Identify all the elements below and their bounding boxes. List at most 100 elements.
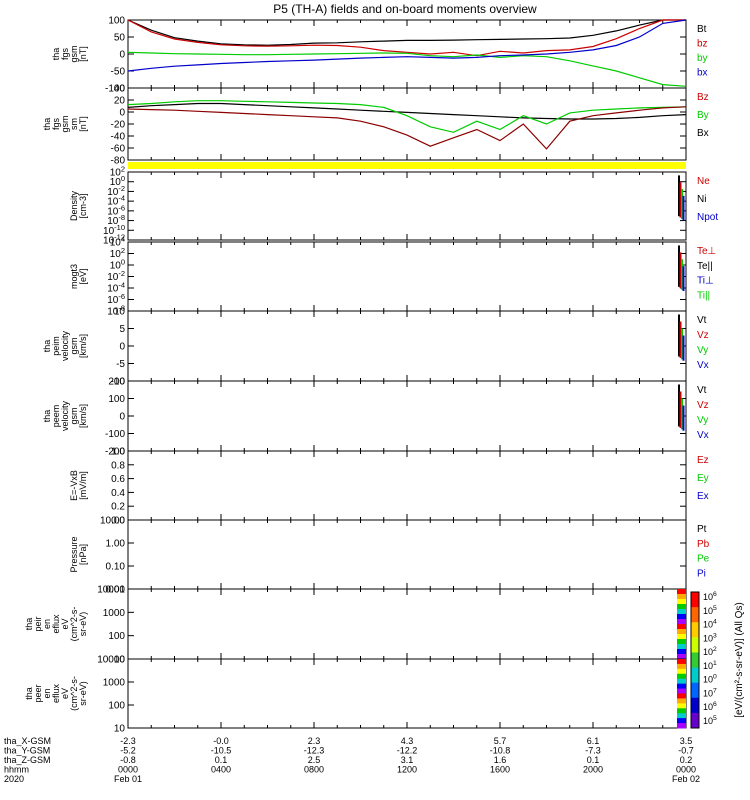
colorbar-frame <box>690 591 700 729</box>
y-tick-label: 1.00 <box>106 539 126 550</box>
y-axis-label: eflux <box>51 683 61 703</box>
legend-entry: Pi <box>697 568 706 579</box>
y-axis-label: [nT] <box>78 116 88 132</box>
edge-data-mark <box>679 391 682 428</box>
x-axis-value: 2.5 <box>308 755 321 765</box>
y-axis-label: tha <box>51 48 61 61</box>
edge-data-mark <box>678 314 680 357</box>
colorbar-segment <box>691 637 699 653</box>
x-axis-value: -2.3 <box>120 736 136 746</box>
spectrogram-cell <box>677 644 686 650</box>
panel-frame <box>127 241 687 312</box>
y-tick-label: -40 <box>111 132 126 143</box>
y-tick-label-exponent: -6 <box>118 292 125 301</box>
colorbar-tick-label: 101 <box>703 660 717 671</box>
spectrogram-cell <box>677 708 686 714</box>
y-axis-label: E=-VxB <box>69 470 79 501</box>
edge-data-mark <box>681 328 683 360</box>
series-Bz <box>127 106 687 150</box>
colorbar-tick-label: 106 <box>703 591 717 602</box>
y-axis-label: Pressure <box>69 536 79 572</box>
spectrogram-cell <box>677 693 686 699</box>
x-axis-value: 1200 <box>397 765 417 775</box>
panel-pressure: 10.00 1.00 0.10 0.01 Pressure [nPa] Pt Pb Pe Pi <box>69 516 710 596</box>
x-axis-value: 0.2 <box>680 755 693 765</box>
y-tick-label: 200 <box>108 377 125 388</box>
spectrogram-cell <box>677 599 686 605</box>
y-tick-label: 10000 <box>97 585 125 596</box>
colorbar-tick-label-exponent: 5 <box>713 715 717 722</box>
edge-data-mark <box>682 195 685 221</box>
colorbar-tick-label-exponent: 6 <box>713 701 717 708</box>
x-axis-value: 0000 <box>118 765 138 775</box>
x-axis-value: -10.8 <box>490 746 511 756</box>
legend-entry: Vx <box>697 360 709 371</box>
colorbar-tick-label-exponent: 4 <box>713 619 717 626</box>
y-tick-label: 0 <box>119 342 125 353</box>
y-tick-label: 0 <box>119 50 125 61</box>
edge-data-mark <box>679 182 682 218</box>
panel-frame <box>127 380 687 452</box>
spectrogram-cell <box>677 614 686 620</box>
legend-entry: By <box>697 110 709 121</box>
y-tick-label: 0.4 <box>111 488 125 499</box>
y-axis-label: (cm^2-s- <box>69 607 79 642</box>
spectrogram-cell <box>677 609 686 615</box>
spectrogram-cell <box>677 639 686 645</box>
panel-frame <box>127 519 687 590</box>
panel-frame <box>127 87 687 161</box>
colorbar-segment <box>691 697 699 714</box>
series-bt <box>127 19 686 46</box>
x-axis-value: 3.1 <box>401 755 414 765</box>
spectrogram-cell <box>677 703 686 709</box>
x-axis-value: 1600 <box>490 765 510 775</box>
legend-entry: Te|| <box>697 261 713 272</box>
colorbar-label: [eV/(cm²-s-sr-eV)] (All Qs) <box>734 602 745 718</box>
y-tick-label-exponent: -12 <box>114 233 125 242</box>
spectrogram-cell <box>677 668 686 675</box>
legend-entry: Pt <box>697 524 707 535</box>
x-axis-value: 5.7 <box>494 736 507 746</box>
y-axis-label: [eV] <box>78 268 88 284</box>
y-tick-label: -80 <box>111 156 126 167</box>
legend-entry: Bx <box>697 128 709 139</box>
y-tick-label: -20 <box>111 120 126 131</box>
legend-entry: Te⊥ <box>697 246 716 257</box>
legend-entry: Vz <box>697 330 709 341</box>
y-tick-label: 100 <box>108 701 125 712</box>
colorbar-segment <box>691 652 699 669</box>
y-tick-label-exponent: -2 <box>118 269 125 278</box>
x-axis-value: 4.3 <box>401 736 414 746</box>
colorbar-segment <box>691 667 699 684</box>
legend-entry: Ez <box>697 455 709 466</box>
y-axis-label: (cm^2-s- <box>69 676 79 711</box>
colorbar-segment <box>691 622 699 638</box>
spectrogram-cell <box>677 594 686 600</box>
y-tick-label-exponent: -6 <box>118 203 125 212</box>
panel-frame <box>127 658 687 729</box>
chart-title: P5 (TH-A) fields and on-board moments ov… <box>273 2 537 16</box>
y-axis-label: [cm-3] <box>78 193 88 218</box>
x-axis-row-label: tha_Y-GSM <box>4 746 50 756</box>
spectrogram-cell <box>677 718 686 724</box>
edge-data-mark <box>678 175 680 217</box>
spectrogram-cell <box>677 604 686 610</box>
y-tick-label: 0.2 <box>111 502 125 513</box>
spectrogram-cell <box>677 673 686 680</box>
y-axis-label: eV <box>60 688 70 699</box>
series-bz <box>127 19 686 57</box>
y-tick-label: 10000 <box>97 655 125 666</box>
legend-entry: Vy <box>697 415 708 426</box>
x-axis-value: 0400 <box>211 765 231 775</box>
y-axis-label: peem <box>51 405 61 428</box>
edge-data-mark <box>681 398 683 430</box>
status-bar <box>128 162 686 169</box>
y-axis-label: peim <box>51 336 61 356</box>
colorbar-segment <box>691 592 699 608</box>
y-tick-label: 0.10 <box>106 562 126 573</box>
panel-peer: 10000 1000 100 10 tha peer en eflux eV (cm^2-s-sr… <box>24 655 687 735</box>
edge-data-mark <box>679 252 682 289</box>
y-tick-label: -100 <box>105 429 125 440</box>
y-axis-label: fgs <box>51 118 61 131</box>
x-axis-value: 0000 <box>676 765 696 775</box>
